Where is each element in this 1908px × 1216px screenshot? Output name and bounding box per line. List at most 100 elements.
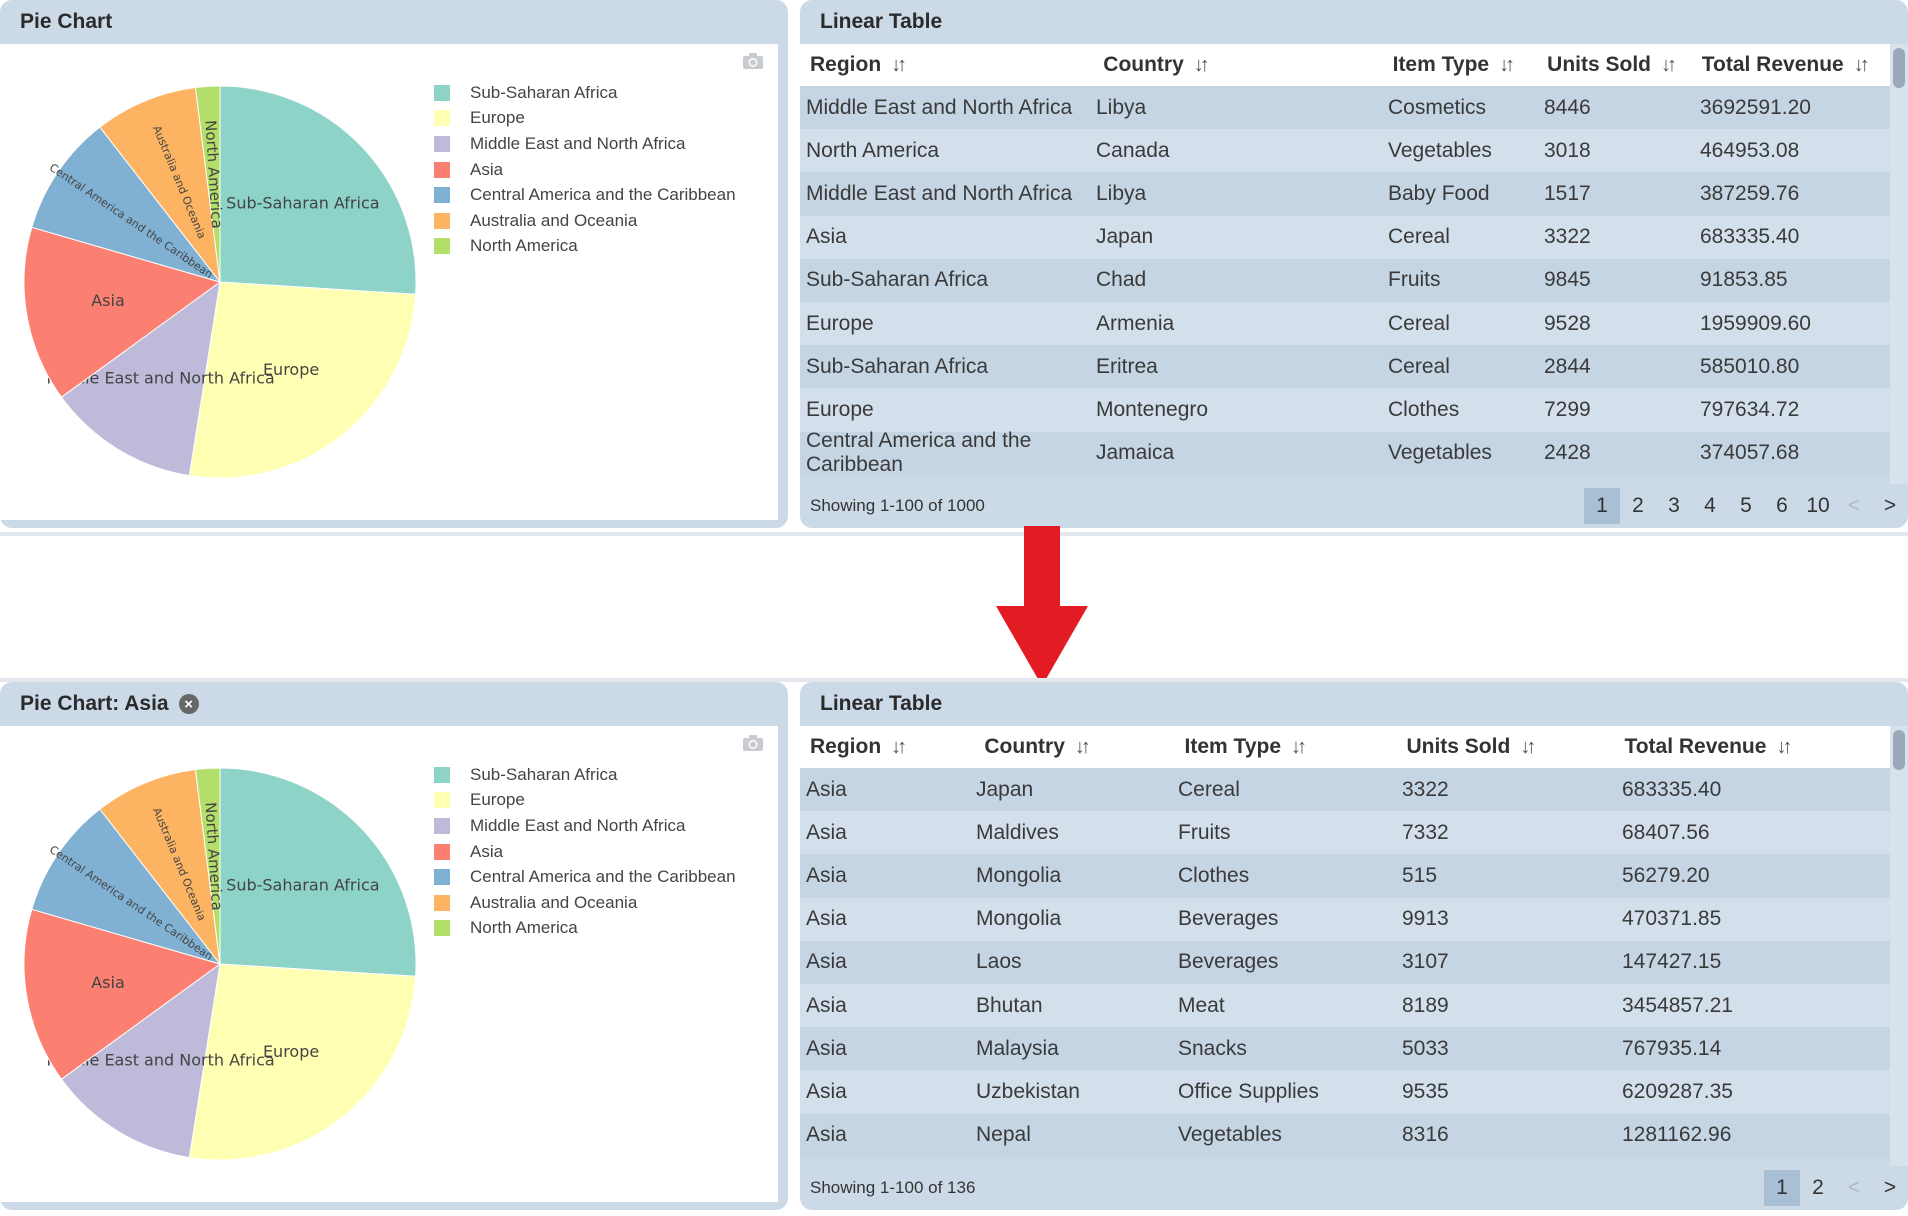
legend-item-middle-east-and-north-africa[interactable]: Middle East and North Africa: [434, 813, 736, 839]
page-button[interactable]: 3: [1668, 494, 1680, 517]
table-row[interactable]: Asia Bhutan Meat 8189 3454857.21: [800, 983, 1890, 1028]
page-button[interactable]: 6: [1776, 494, 1788, 517]
scrollbar-thumb[interactable]: [1893, 730, 1905, 770]
legend-label: Middle East and North Africa: [470, 815, 686, 835]
pie-slice-sub-saharan-africa[interactable]: [219, 767, 417, 977]
column-header-units-sold[interactable]: Units Sold ↓↑: [1547, 44, 1702, 86]
sort-icon[interactable]: ↓↑: [1776, 735, 1792, 758]
legend-item-asia[interactable]: Asia: [434, 839, 736, 865]
legend-item-sub-saharan-africa[interactable]: Sub-Saharan Africa: [434, 80, 736, 106]
pie-slice-europe[interactable]: [188, 963, 417, 1161]
clear-filter-icon[interactable]: ×: [178, 694, 199, 714]
table-row[interactable]: Asia Mongolia Beverages 9913 470371.85: [800, 897, 1890, 941]
column-header-label: Item Type: [1392, 53, 1490, 76]
table-row[interactable]: Asia Uzbekistan Office Supplies 9535 6209287…: [800, 1070, 1890, 1114]
sort-icon[interactable]: ↓↑: [891, 735, 907, 758]
legend-item-central-america-and-the-caribbean[interactable]: Central America and the Caribbean: [434, 182, 736, 208]
camera-icon[interactable]: [742, 734, 764, 752]
pie-slice-north-america[interactable]: [194, 767, 221, 965]
column-header-item-type[interactable]: Item Type ↓↑: [1185, 726, 1407, 768]
sort-icon[interactable]: ↓↑: [1291, 735, 1307, 758]
table-cell-region: Asia: [806, 777, 847, 801]
table-scrollbar[interactable]: [1890, 44, 1908, 484]
pie-slice-north-america[interactable]: [194, 85, 221, 283]
sort-icon[interactable]: ↓↑: [1193, 53, 1210, 76]
page-button[interactable]: 10: [1806, 494, 1830, 517]
pie-slice-middle-east-and-north-africa[interactable]: [60, 280, 221, 477]
table-cell-region: Asia: [806, 1123, 847, 1147]
pie-slice-asia[interactable]: [23, 908, 222, 1080]
legend-item-sub-saharan-africa[interactable]: Sub-Saharan Africa: [434, 762, 736, 788]
page-button[interactable]: 1: [1584, 488, 1620, 524]
column-header-region[interactable]: Region ↓↑: [800, 726, 984, 768]
legend-item-central-america-and-the-caribbean[interactable]: Central America and the Caribbean: [434, 864, 736, 890]
column-header-country[interactable]: Country ↓↑: [984, 726, 1184, 768]
pie-slice-asia[interactable]: [23, 226, 222, 398]
table-cell-units-sold: 515: [1402, 863, 1438, 887]
table-row[interactable]: Sub-Saharan Africa Eritrea Cereal 2844 58501…: [800, 345, 1890, 389]
prev-page-button[interactable]: <: [1847, 494, 1861, 517]
column-header-total-revenue[interactable]: Total Revenue ↓↑: [1702, 44, 1890, 86]
table-row[interactable]: Middle East and North Africa Libya Baby Fo…: [800, 172, 1890, 216]
pie-slice-australia-and-oceania[interactable]: [99, 86, 221, 284]
pie-chart-body: Sub-Saharan Africa Europe Middle East and …: [0, 44, 778, 520]
legend-item-asia[interactable]: Asia: [434, 157, 736, 183]
table-row[interactable]: North America Canada Vegetables 3018 464953.…: [800, 129, 1890, 173]
table-cell-total-revenue: 464953.08: [1700, 138, 1800, 162]
sort-icon[interactable]: ↓↑: [1074, 735, 1091, 758]
pie-slice-australia-and-oceania[interactable]: [99, 768, 221, 966]
column-header-country[interactable]: Country ↓↑: [1103, 44, 1392, 86]
next-page-button[interactable]: >: [1883, 1176, 1897, 1199]
pie-slice-europe[interactable]: [188, 281, 417, 479]
table-row[interactable]: Asia Mongolia Clothes 515 56279.20: [800, 854, 1890, 898]
legend-item-europe[interactable]: Europe: [434, 106, 736, 132]
page-button[interactable]: 5: [1740, 494, 1752, 517]
legend-item-australia-and-oceania[interactable]: Australia and Oceania: [434, 890, 736, 916]
legend-item-australia-and-oceania[interactable]: Australia and Oceania: [434, 208, 736, 234]
sort-icon[interactable]: ↓↑: [1520, 735, 1536, 758]
column-header-label: Country: [1103, 53, 1184, 76]
table-row[interactable]: Europe Armenia Cereal 9528 1959909.60: [800, 301, 1890, 346]
sort-icon[interactable]: ↓↑: [1853, 53, 1870, 76]
pie-slice-label: Middle East and North Africa: [47, 1050, 275, 1069]
column-header-units-sold[interactable]: Units Sold ↓↑: [1406, 726, 1624, 768]
column-header-total-revenue[interactable]: Total Revenue ↓↑: [1624, 726, 1890, 768]
table-cell-region: Asia: [806, 1036, 847, 1060]
page-button[interactable]: 4: [1704, 494, 1716, 517]
table-row[interactable]: Europe Montenegro Clothes 7299 797634.72: [800, 388, 1890, 432]
table-row[interactable]: Asia Japan Cereal 3322 683335.40: [800, 768, 1890, 812]
scrollbar-thumb[interactable]: [1893, 48, 1905, 88]
page-button[interactable]: 2: [1632, 494, 1644, 517]
pie-slice-central-america-and-the-caribbean[interactable]: [31, 126, 222, 283]
legend-item-north-america[interactable]: North America: [434, 916, 736, 942]
table-cell-region: Asia: [806, 820, 847, 844]
legend-item-middle-east-and-north-africa[interactable]: Middle East and North Africa: [434, 131, 736, 157]
table-row[interactable]: Asia Maldives Fruits 7332 68407.56: [800, 811, 1890, 855]
table-row[interactable]: Sub-Saharan Africa Chad Fruits 9845 91853.85: [800, 258, 1890, 302]
table-row[interactable]: Asia Malaysia Snacks 5033 767935.14: [800, 1027, 1890, 1071]
next-page-button[interactable]: >: [1883, 494, 1897, 517]
sort-icon[interactable]: ↓↑: [1661, 53, 1677, 76]
legend-item-europe[interactable]: Europe: [434, 788, 736, 814]
sort-icon[interactable]: ↓↑: [1499, 53, 1515, 76]
table-scrollbar[interactable]: [1890, 726, 1908, 1166]
pie-slice-middle-east-and-north-africa[interactable]: [60, 962, 221, 1159]
prev-page-button[interactable]: <: [1847, 1176, 1861, 1199]
pie-slice-sub-saharan-africa[interactable]: [219, 85, 417, 295]
table-row[interactable]: Asia Japan Cereal 3322 683335.40: [800, 215, 1890, 259]
page-button[interactable]: 1: [1764, 1170, 1800, 1206]
column-header-region[interactable]: Region ↓↑: [800, 44, 1103, 86]
sort-icon[interactable]: ↓↑: [891, 53, 907, 76]
table-cell-region: Asia: [806, 993, 847, 1017]
table-row[interactable]: Middle East and North Africa Libya Cosmeti…: [800, 86, 1890, 130]
table-row[interactable]: Asia Nepal Vegetables 8316 1281162.96: [800, 1113, 1890, 1157]
page-button[interactable]: 2: [1812, 1176, 1824, 1199]
table-row[interactable]: Central America and the Caribbean Jamaica…: [800, 429, 1890, 476]
column-header-item-type[interactable]: Item Type ↓↑: [1393, 44, 1548, 86]
camera-icon[interactable]: [742, 52, 764, 70]
table-row[interactable]: Asia Laos Beverages 3107 147427.15: [800, 940, 1890, 984]
pie-slice-central-america-and-the-caribbean[interactable]: [31, 808, 222, 965]
legend-item-north-america[interactable]: North America: [434, 234, 736, 260]
